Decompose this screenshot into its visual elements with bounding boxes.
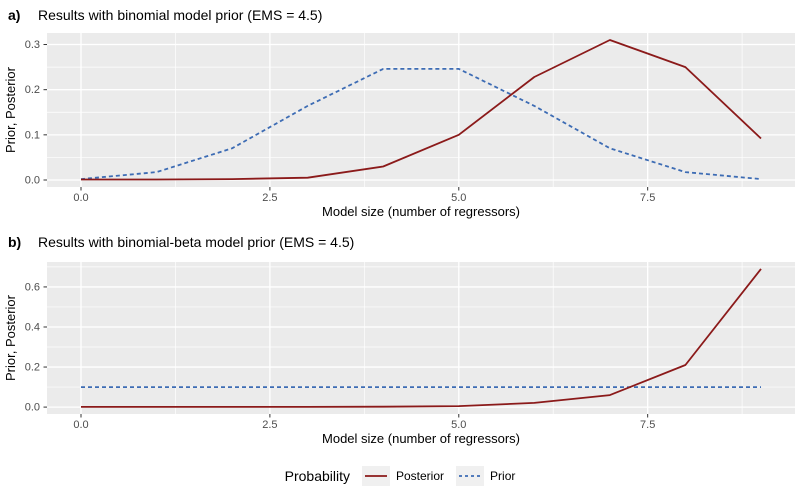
panel-b-figure: b) Results with binomial-beta model prio… — [3, 234, 795, 446]
panel-a-yaxis-title: Prior, Posterior — [3, 66, 18, 153]
svg-text:5.0: 5.0 — [451, 419, 466, 431]
svg-text:0.2: 0.2 — [25, 84, 40, 96]
svg-text:0.3: 0.3 — [25, 39, 40, 51]
posterior-key-line-icon — [362, 466, 390, 486]
panel-b-xaxis-title: Model size (number of regressors) — [322, 431, 520, 446]
svg-text:7.5: 7.5 — [640, 192, 655, 204]
prior-key-label: Prior — [490, 469, 516, 483]
svg-text:2.5: 2.5 — [262, 419, 277, 431]
svg-text:0.1: 0.1 — [25, 129, 40, 141]
panel-a-title: Results with binomial model prior (EMS =… — [38, 7, 322, 23]
svg-text:0.0: 0.0 — [25, 402, 40, 414]
svg-text:0.0: 0.0 — [25, 175, 40, 187]
panel-a-plot: 0.0 2.5 5.0 7.5 0.0 0.1 0.2 0.3 — [25, 33, 795, 204]
svg-text:2.5: 2.5 — [262, 192, 277, 204]
svg-text:0.4: 0.4 — [25, 321, 40, 333]
svg-text:0.0: 0.0 — [73, 192, 88, 204]
svg-text:7.5: 7.5 — [640, 419, 655, 431]
panel-b-title: Results with binomial-beta model prior (… — [38, 234, 354, 250]
legend-title: Probability — [284, 468, 350, 484]
legend: Probability Posterior Prior — [0, 452, 800, 500]
prior-key-line-icon — [456, 466, 485, 486]
posterior-key-label: Posterior — [396, 469, 445, 483]
svg-text:5.0: 5.0 — [451, 192, 466, 204]
panel-a-xaxis-title: Model size (number of regressors) — [322, 204, 520, 219]
panel-b-tag: b) — [8, 234, 21, 250]
legend-entry-prior: Prior — [456, 466, 515, 486]
legend-entry-posterior: Posterior — [362, 466, 444, 486]
svg-text:0.0: 0.0 — [73, 419, 88, 431]
panel-b-plot: 0.0 2.5 5.0 7.5 0.0 0.2 0.4 0.6 — [25, 262, 795, 431]
svg-text:0.6: 0.6 — [25, 281, 40, 293]
panel-a-tag: a) — [8, 7, 20, 23]
panel-a-figure: a) Results with binomial model prior (EM… — [3, 7, 795, 219]
panel-b-yaxis-title: Prior, Posterior — [3, 294, 18, 381]
svg-text:0.2: 0.2 — [25, 362, 40, 374]
